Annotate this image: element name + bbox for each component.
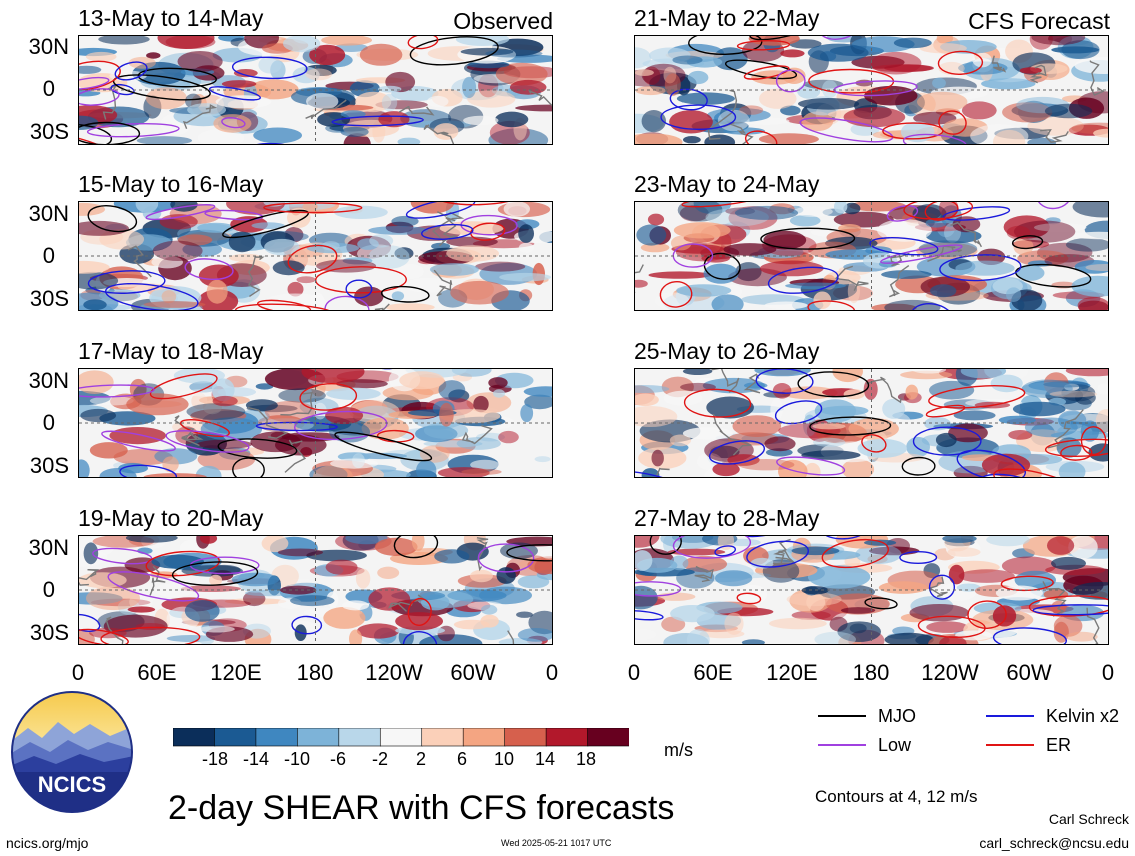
map-panel-forecast-1 [634,35,1109,145]
contours-note: Contours at 4, 12 m/s [815,787,978,806]
main-title: 2-day SHEAR with CFS forecasts [168,789,675,827]
lat-label-30s: 30S [29,453,69,478]
panel-title-4: 19-May to 20-May [78,505,264,531]
site-link[interactable]: ncics.org/mjo [6,835,89,851]
panel-title-3: 17-May to 18-May [78,338,264,364]
map-panel-forecast-3 [634,368,1109,478]
map-panel-observed-3 [78,368,553,478]
observed-label: Observed [453,8,553,34]
colorbar-swatch [214,728,257,747]
legend-swatch-er [986,744,1034,746]
forecast-label: CFS Forecast [968,8,1110,34]
colorbar-units: m/s [664,740,693,760]
colorbar-swatch [504,728,547,747]
map-panel-forecast-4 [634,535,1109,645]
colorbar-swatch [462,728,506,747]
lon-label-0: 0 [627,660,641,685]
colorbar-label: -18 [201,749,229,769]
colorbar-label: 2 [415,749,427,769]
author-name: Carl Schreck [1048,811,1129,827]
lon-label-0: 0 [71,660,85,685]
panel-title-2: 15-May to 16-May [78,171,264,197]
lon-label-60w: 60W [450,660,496,685]
legend-label-low: Low [878,735,912,755]
panel-title-1: 13-May to 14-May [78,5,264,31]
colorbar-label: 14 [534,749,556,769]
colorbar-swatch [255,728,299,747]
colorbar [173,728,629,747]
colorbar-swatch [379,728,423,747]
legend-swatch-mjo [818,715,866,717]
legend-swatch-low [818,744,866,746]
colorbar-swatch [297,728,340,747]
lat-label-eq: 0 [42,243,55,268]
panel-title-8: 27-May to 28-May [634,505,820,531]
colorbar-label: -10 [283,749,311,769]
legend-swatch-kelvin [986,715,1034,717]
lat-label-30n: 30N [28,535,69,560]
colorbar-swatch [545,728,589,747]
lon-label-180: 180 [296,660,334,685]
lat-label-30n: 30N [28,201,69,226]
panel-title-5: 21-May to 22-May [634,5,820,31]
lon-label-60e: 60E [693,660,733,685]
lat-label-30s: 30S [29,119,69,144]
lat-label-30s: 30S [29,286,69,311]
legend-label-kelvin: Kelvin x2 [1046,706,1120,726]
map-panel-forecast-2 [634,201,1109,311]
ncics-logo-text: NCICS [38,772,106,797]
lon-label-180: 180 [852,660,890,685]
map-panel-observed-4 [78,535,553,645]
lon-label-120w: 120W [365,660,423,685]
author-email[interactable]: carl_schreck@ncsu.edu [979,835,1129,851]
legend-label-mjo: MJO [878,706,916,726]
lon-label-360: 0 [545,660,559,685]
panel-title-6: 23-May to 24-May [634,171,820,197]
ncics-logo: NCICS [10,690,134,814]
timestamp: Wed 2025-05-21 1017 UTC [501,838,612,848]
colorbar-swatch [587,728,629,747]
colorbar-swatch [338,728,382,747]
legend-label-er: ER [1046,735,1072,755]
lon-label-60w: 60W [1006,660,1052,685]
lat-label-30n: 30N [28,368,69,393]
lat-label-eq: 0 [42,76,55,101]
lat-label-eq: 0 [42,577,55,602]
lon-label-60e: 60E [137,660,177,685]
panel-title-7: 25-May to 26-May [634,338,820,364]
lat-label-30s: 30S [29,620,69,645]
lon-label-120e: 120E [210,660,262,685]
colorbar-label: 18 [575,749,597,769]
colorbar-label: -2 [371,749,389,769]
lon-label-360: 0 [1101,660,1115,685]
colorbar-label: 6 [456,749,468,769]
lat-label-30n: 30N [28,34,69,59]
map-panel-observed-2 [78,201,553,311]
lon-label-120e: 120E [766,660,818,685]
lat-label-eq: 0 [42,410,55,435]
lon-label-120w: 120W [921,660,979,685]
colorbar-swatch [173,728,216,747]
colorbar-label: -14 [242,749,270,769]
map-panel-observed-1 [78,35,553,145]
colorbar-swatch [421,728,464,747]
colorbar-label: -6 [329,749,347,769]
colorbar-label: 10 [493,749,515,769]
